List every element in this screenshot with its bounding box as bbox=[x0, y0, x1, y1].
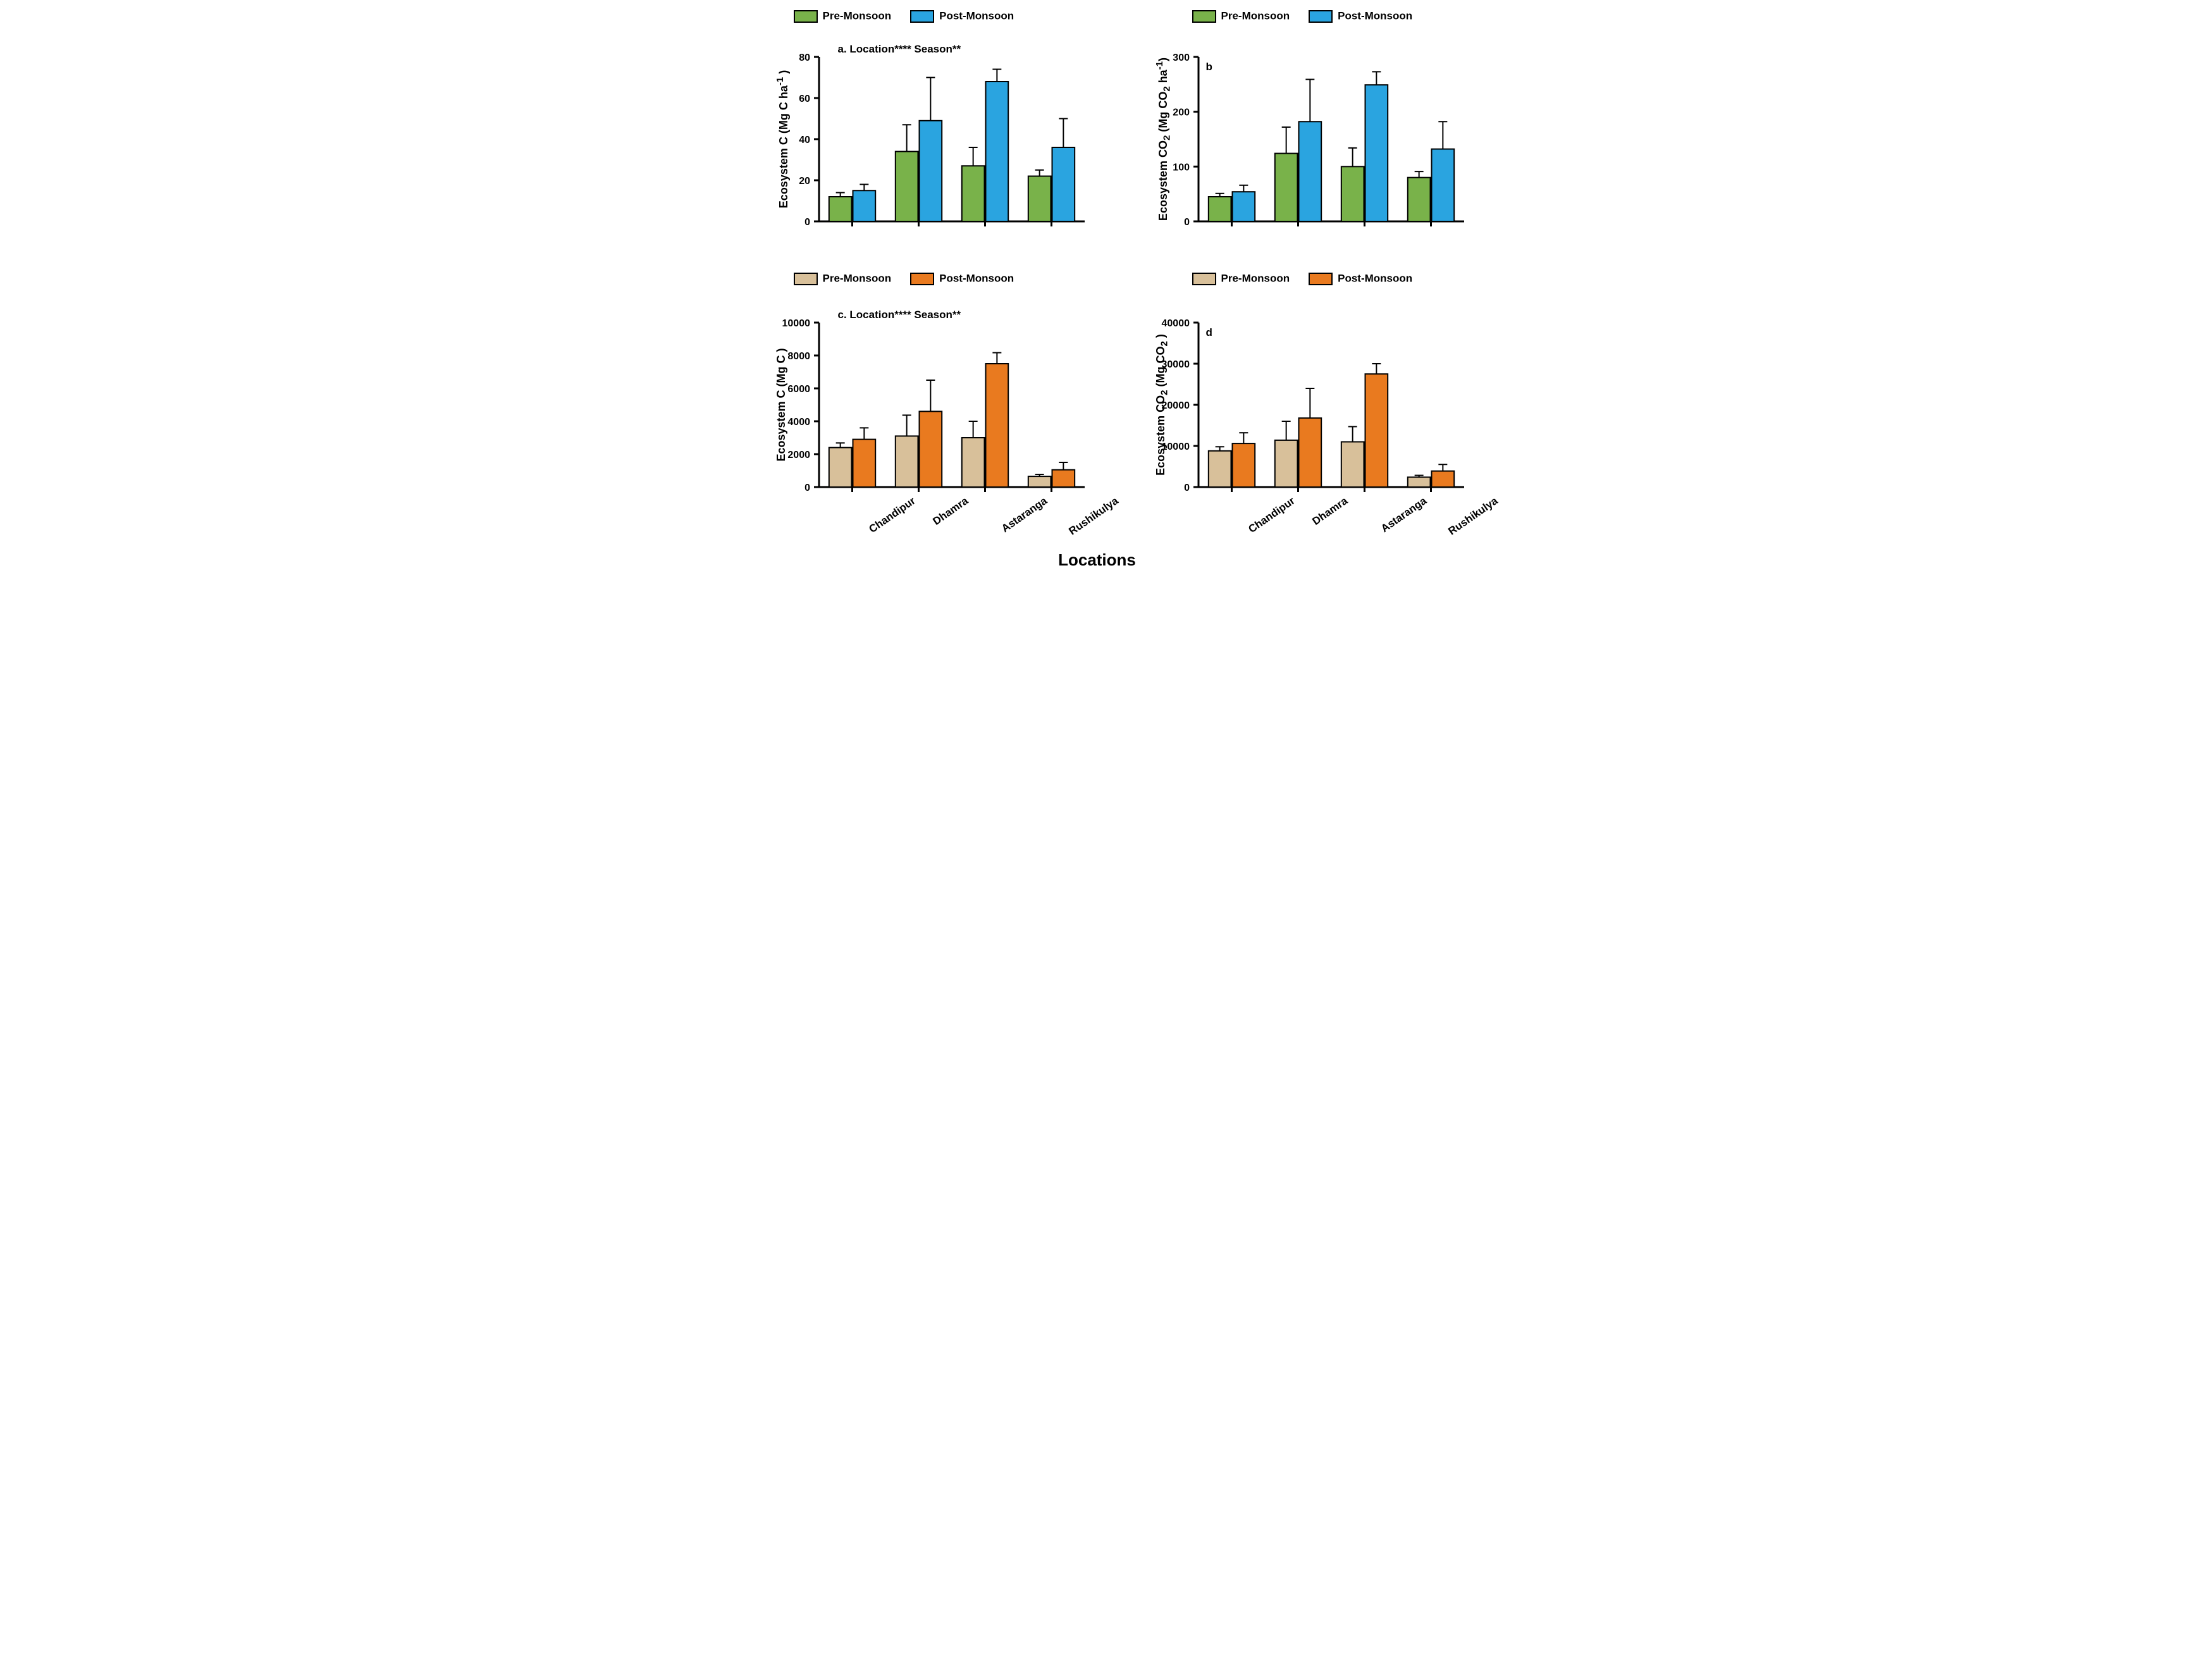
bar bbox=[1208, 197, 1231, 221]
legend-swatch bbox=[1309, 273, 1333, 285]
legend-top-left-item-0: Pre-Monsoon bbox=[794, 9, 892, 23]
legend-bottom-right-item-1: Post-Monsoon bbox=[1309, 272, 1412, 285]
panel-d-xlabels: ChandipurDhamraAstarangaRushikulya bbox=[1199, 495, 1464, 552]
legend-swatch bbox=[1309, 10, 1333, 23]
bar bbox=[895, 436, 918, 487]
legend-swatch bbox=[910, 273, 934, 285]
ytick-label: 2000 bbox=[787, 450, 810, 460]
ytick-label: 6000 bbox=[787, 384, 810, 395]
panel-b-label: b bbox=[1206, 61, 1212, 73]
legend-top-right-item-0: Pre-Monsoon bbox=[1192, 9, 1290, 23]
legend-bottom-right-item-0: Pre-Monsoon bbox=[1192, 272, 1290, 285]
panel-d-label: d bbox=[1206, 326, 1212, 339]
bar bbox=[853, 440, 875, 487]
legend-top-right: Pre-Monsoon Post-Monsoon bbox=[1192, 9, 1413, 23]
bar bbox=[1407, 178, 1430, 221]
legend-label: Post-Monsoon bbox=[1338, 273, 1412, 285]
bar bbox=[1431, 149, 1454, 221]
ytick-label: 0 bbox=[1184, 483, 1190, 493]
bar bbox=[1298, 121, 1321, 221]
legend-label: Pre-Monsoon bbox=[823, 10, 892, 22]
ytick-label: 80 bbox=[799, 52, 810, 63]
ytick-label: 0 bbox=[804, 217, 810, 228]
xlabel: Rushikulya bbox=[1066, 495, 1121, 538]
bar bbox=[919, 411, 942, 487]
bar bbox=[1365, 374, 1388, 487]
shared-xlabel: Locations bbox=[718, 550, 1477, 570]
ytick-label: 8000 bbox=[787, 351, 810, 362]
bar bbox=[1298, 418, 1321, 487]
legend-swatch bbox=[910, 10, 934, 23]
bar bbox=[853, 190, 875, 221]
ytick-label: 300 bbox=[1173, 52, 1190, 63]
bar bbox=[1232, 443, 1255, 487]
xlabel: Dhamra bbox=[1310, 495, 1350, 528]
bar bbox=[1028, 476, 1051, 487]
legend-bottom-left-item-0: Pre-Monsoon bbox=[794, 272, 892, 285]
panel-c-ylabel: Ecosystem C (Mg C ) bbox=[775, 323, 788, 487]
bar bbox=[1208, 451, 1231, 487]
bar bbox=[1431, 471, 1454, 487]
legend-label: Post-Monsoon bbox=[939, 273, 1014, 285]
panel-a-plot: 020406080 bbox=[819, 57, 1085, 221]
panel-a-label: a. Location**** Season** bbox=[838, 43, 961, 56]
legend-label: Pre-Monsoon bbox=[1221, 10, 1290, 22]
bar bbox=[961, 166, 984, 221]
legend-swatch bbox=[794, 10, 818, 23]
legend-bottom-right: Pre-Monsoon Post-Monsoon bbox=[1192, 272, 1413, 285]
panel-d-ylabel: Ecosystem CO2 (Mg CO2 ) bbox=[1154, 323, 1170, 487]
figure-root: Pre-Monsoon Post-Monsoon Pre-Monsoon Post-M… bbox=[718, 0, 1477, 582]
xlabel: Astaranga bbox=[999, 495, 1050, 535]
bar bbox=[1052, 470, 1075, 487]
legend-label: Pre-Monsoon bbox=[1221, 273, 1290, 285]
bar bbox=[895, 152, 918, 222]
ytick-label: 40 bbox=[799, 135, 810, 145]
ytick-label: 0 bbox=[1184, 217, 1190, 228]
bar bbox=[961, 438, 984, 487]
legend-bottom-left-item-1: Post-Monsoon bbox=[910, 272, 1014, 285]
panel-c-xlabels: ChandipurDhamraAstarangaRushikulya bbox=[819, 495, 1085, 552]
panel-b-plot: 0100200300 bbox=[1199, 57, 1464, 221]
bar bbox=[1232, 192, 1255, 221]
ytick-label: 4000 bbox=[787, 417, 810, 428]
bar bbox=[1028, 176, 1051, 222]
legend-swatch bbox=[1192, 10, 1216, 23]
bar bbox=[1052, 147, 1075, 221]
legend-swatch bbox=[794, 273, 818, 285]
legend-swatch bbox=[1192, 273, 1216, 285]
ytick-label: 60 bbox=[799, 94, 810, 104]
bar bbox=[1365, 85, 1388, 221]
panel-a-ylabel: Ecosystem C (Mg C ha-1 ) bbox=[775, 57, 791, 221]
bar bbox=[1274, 154, 1297, 221]
xlabel: Chandipur bbox=[1246, 495, 1297, 536]
panel-c-plot: 0200040006000800010000 bbox=[819, 323, 1085, 487]
bar bbox=[1274, 440, 1297, 487]
ytick-label: 20 bbox=[799, 176, 810, 187]
bar bbox=[1341, 442, 1364, 488]
bar bbox=[985, 364, 1008, 487]
ytick-label: 200 bbox=[1173, 108, 1190, 118]
bar bbox=[1341, 166, 1364, 221]
panel-b-ylabel: Ecosystem CO2 (Mg CO2 ha-1) bbox=[1154, 57, 1173, 221]
legend-label: Post-Monsoon bbox=[939, 10, 1014, 22]
bar bbox=[919, 121, 942, 221]
legend-bottom-left: Pre-Monsoon Post-Monsoon bbox=[794, 272, 1014, 285]
legend-top-right-item-1: Post-Monsoon bbox=[1309, 9, 1412, 23]
panel-d-plot: 010000200003000040000 bbox=[1199, 323, 1464, 487]
ytick-label: 100 bbox=[1173, 162, 1190, 173]
xlabel: Astaranga bbox=[1379, 495, 1429, 535]
xlabel: Dhamra bbox=[930, 495, 970, 528]
legend-top-left-item-1: Post-Monsoon bbox=[910, 9, 1014, 23]
bar bbox=[985, 82, 1008, 221]
legend-label: Post-Monsoon bbox=[1338, 10, 1412, 22]
xlabel: Chandipur bbox=[866, 495, 918, 536]
ytick-label: 0 bbox=[804, 483, 810, 493]
bar bbox=[1407, 477, 1430, 487]
legend-top-left: Pre-Monsoon Post-Monsoon bbox=[794, 9, 1014, 23]
bar bbox=[829, 197, 851, 221]
legend-label: Pre-Monsoon bbox=[823, 273, 892, 285]
panel-c-label: c. Location**** Season** bbox=[838, 309, 961, 321]
xlabel: Rushikulya bbox=[1446, 495, 1500, 538]
bar bbox=[829, 448, 851, 487]
